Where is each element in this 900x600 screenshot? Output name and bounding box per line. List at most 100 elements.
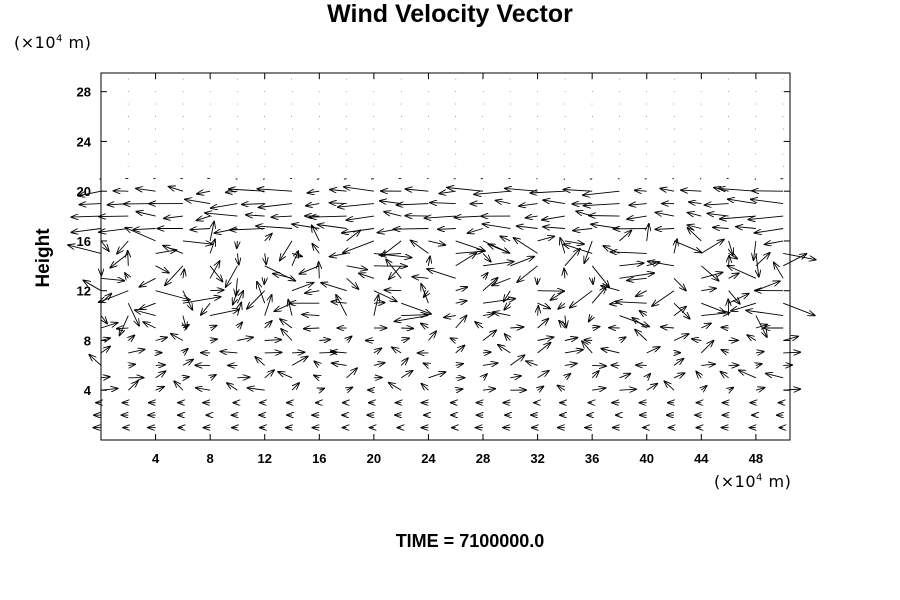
wind-vector: [701, 265, 719, 281]
wind-vector: [488, 244, 511, 254]
wind-vector: [543, 200, 565, 204]
wind-vector: [564, 241, 584, 244]
wind-vector: [314, 361, 319, 365]
wind-vector: [513, 238, 538, 254]
wind-vector: [264, 233, 272, 242]
wind-vector: [264, 321, 272, 329]
wind-vector: [347, 336, 352, 340]
wind-vector: [681, 190, 702, 191]
wind-vector: [389, 265, 402, 280]
wind-vector: [428, 241, 445, 245]
wind-vector: [237, 253, 239, 265]
wind-vector: [343, 178, 347, 180]
x-tick-label: 8: [207, 451, 214, 466]
wind-vector: [721, 327, 729, 328]
wind-vector: [673, 306, 686, 316]
wind-vector: [291, 251, 299, 266]
x-tick-label: 28: [476, 451, 490, 466]
y-axis-label: Height: [33, 228, 54, 288]
y-tick-label: 16: [77, 234, 91, 249]
wind-vector: [343, 187, 374, 192]
wind-vector: [601, 349, 620, 354]
wind-vector: [525, 216, 538, 218]
wind-vector: [392, 347, 402, 353]
wind-vector: [687, 228, 702, 242]
wind-vector: [346, 368, 358, 379]
wind-vector: [373, 363, 385, 366]
x-tick-label: 40: [640, 451, 654, 466]
wind-vector: [305, 291, 320, 294]
wind-vector: [592, 365, 606, 366]
wind-vector: [707, 213, 729, 216]
wind-vector: [71, 216, 102, 217]
wind-vector: [504, 334, 510, 341]
wind-vector: [503, 290, 511, 302]
wind-vector: [646, 347, 660, 354]
wind-vector: [753, 240, 756, 261]
wind-vector: [728, 290, 741, 305]
wind-vector: [405, 189, 429, 191]
x-tick-label: 32: [530, 451, 544, 466]
wind-vector: [721, 350, 729, 353]
wind-vector: [182, 297, 221, 304]
wind-vector: [765, 373, 784, 379]
wind-vector: [100, 278, 125, 280]
wind-vector: [278, 372, 293, 379]
wind-vector: [155, 290, 191, 300]
wind-vector: [455, 345, 465, 354]
wind-vector: [400, 358, 408, 366]
wind-vector: [128, 364, 135, 365]
wind-vector: [526, 361, 538, 365]
y-tick-label: 12: [77, 284, 91, 299]
wind-vector: [530, 191, 565, 193]
wind-vector: [127, 303, 139, 326]
wind-vector: [537, 291, 565, 292]
wind-vector: [746, 310, 784, 317]
wind-vector: [321, 283, 347, 292]
wind-vector: [498, 345, 511, 354]
wind-vector: [303, 328, 320, 329]
wind-vector: [99, 216, 129, 217]
wind-vector: [401, 315, 428, 316]
wind-vector: [701, 239, 724, 254]
wind-vector: [455, 287, 468, 291]
wind-vector: [627, 278, 647, 280]
wind-vector: [319, 262, 320, 279]
x-tick-label: 48: [749, 451, 763, 466]
wind-vector: [209, 239, 215, 254]
wind-vector: [98, 290, 129, 303]
x-tick-label: 12: [257, 451, 271, 466]
wind-vector: [329, 253, 347, 256]
wind-vector: [394, 315, 429, 322]
wind-vector: [673, 302, 690, 319]
wind-vector: [583, 190, 620, 195]
vector-field-arrows: [68, 78, 817, 427]
wind-vector: [591, 265, 609, 288]
wind-vector: [713, 227, 729, 228]
wind-vector: [450, 338, 456, 341]
wind-vector: [537, 302, 551, 309]
wind-vector: [258, 203, 293, 208]
wind-vector: [396, 204, 429, 205]
wind-vector: [537, 342, 551, 354]
wind-vector: [274, 302, 293, 311]
wind-vector: [673, 277, 686, 291]
wind-vector: [727, 266, 757, 279]
wind-vector: [346, 277, 359, 289]
wind-vector: [738, 370, 757, 379]
wind-vector: [291, 352, 305, 353]
wind-vector: [557, 385, 566, 390]
wind-vector: [288, 299, 292, 316]
wind-vector: [428, 331, 436, 341]
wind-vector: [542, 215, 565, 220]
wind-vector: [510, 256, 534, 267]
wind-vector: [689, 202, 702, 204]
wind-vector: [83, 280, 102, 292]
wind-vector: [373, 266, 407, 267]
wind-vector: [346, 230, 361, 242]
wind-vector: [782, 254, 807, 267]
wind-vector: [237, 302, 241, 316]
wind-vector: [128, 250, 129, 266]
wind-vector: [558, 303, 565, 309]
wind-vector: [302, 314, 320, 315]
